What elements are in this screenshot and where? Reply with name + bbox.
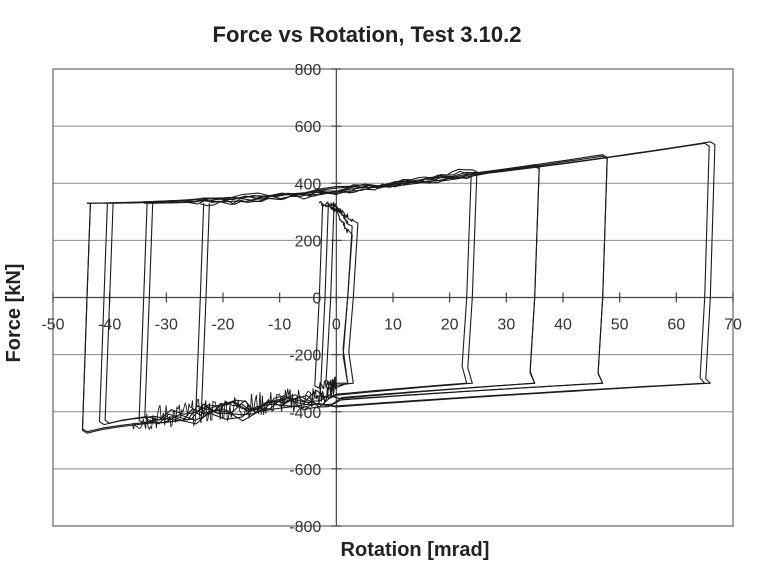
- y-tick-label: 800: [295, 62, 322, 79]
- y-tick-label: 0: [312, 291, 321, 308]
- x-tick-label: 60: [667, 317, 685, 334]
- x-tick-label: 0: [332, 317, 341, 334]
- x-tick-label: -50: [41, 317, 64, 334]
- x-tick-label: 10: [384, 317, 402, 334]
- y-axis-title: Force [kN]: [3, 264, 25, 363]
- y-tick-label: -800: [289, 519, 321, 536]
- x-tick-label: -40: [98, 317, 121, 334]
- y-tick-label: -400: [289, 405, 321, 422]
- x-tick-label: 70: [724, 317, 742, 334]
- hysteresis-loop: [314, 201, 359, 393]
- noise-band: [131, 387, 326, 431]
- x-tick-label: 30: [497, 317, 515, 334]
- x-tick-label: 50: [611, 317, 629, 334]
- y-tick-label: 400: [295, 176, 322, 193]
- x-tick-label: 40: [554, 317, 572, 334]
- x-tick-label: -20: [211, 317, 234, 334]
- x-tick-label: 20: [441, 317, 459, 334]
- curve-layer: [81, 141, 716, 434]
- chart-title: Force vs Rotation, Test 3.10.2: [213, 22, 522, 47]
- y-tick-label: 600: [295, 119, 322, 136]
- x-tick-label: -10: [268, 317, 291, 334]
- tick-layer: -50 -40 -30 -20 -10 0 10 20 30 40 50 60 70 -800 -600 -4…: [41, 62, 742, 536]
- axes-layer: [52, 68, 734, 527]
- y-tick-label: -600: [289, 462, 321, 479]
- x-axis-title: Rotation [mrad]: [341, 539, 490, 561]
- y-tick-label: -200: [289, 348, 321, 365]
- y-tick-label: 200: [295, 233, 322, 250]
- hysteresis-loop: [81, 142, 710, 433]
- x-tick-label: -30: [155, 317, 178, 334]
